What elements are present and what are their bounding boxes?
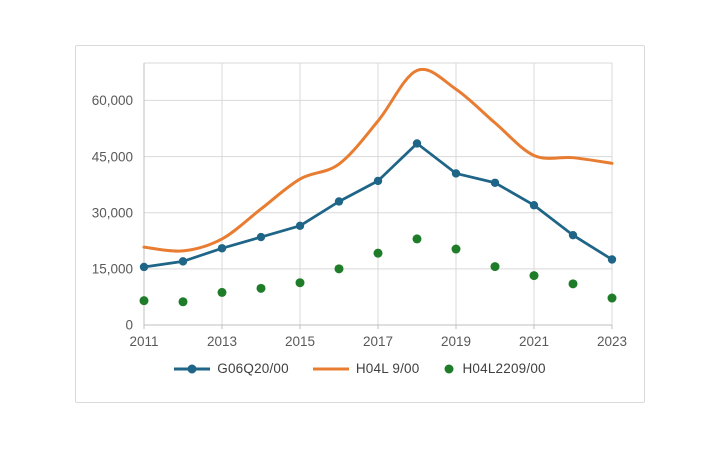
- y-axis-labels: 0 15,000 30,000 45,000 60,000: [92, 93, 133, 333]
- data-point: [373, 248, 383, 258]
- legend-swatch-icon: [174, 364, 211, 373]
- svg-text:60,000: 60,000: [92, 93, 133, 108]
- data-point: [568, 279, 578, 289]
- data-point: [217, 244, 227, 253]
- data-point: [529, 271, 539, 281]
- svg-text:2023: 2023: [597, 334, 627, 349]
- data-point: [139, 296, 149, 306]
- data-point: [139, 262, 149, 272]
- legend-label: H04L 9/00: [355, 361, 420, 376]
- data-point: [373, 176, 383, 186]
- legend-label: G06Q20/00: [217, 361, 289, 376]
- legend-item-g06q2000: G06Q20/00: [174, 361, 289, 376]
- legend-label: H04L2209/00: [462, 361, 546, 376]
- chart-panel: 0 15,000 30,000 45,000 60,000 2011 2013 2015 201…: [75, 45, 645, 403]
- data-point: [451, 244, 461, 254]
- svg-text:2011: 2011: [129, 334, 158, 349]
- svg-text:30,000: 30,000: [92, 205, 133, 220]
- series-h04l900: [142, 67, 614, 253]
- data-point: [607, 293, 617, 303]
- legend-swatch-icon: [312, 367, 349, 370]
- data-point: [490, 178, 500, 187]
- data-point: [607, 255, 617, 264]
- x-axis-ticks: [143, 325, 613, 329]
- data-point: [178, 297, 188, 307]
- svg-text:45,000: 45,000: [92, 149, 133, 164]
- svg-text:2013: 2013: [207, 334, 237, 349]
- data-point: [412, 234, 422, 244]
- svg-text:2019: 2019: [441, 334, 471, 349]
- gridlines: [143, 63, 613, 325]
- series-g06q2000: [139, 139, 617, 272]
- data-point: [217, 287, 227, 297]
- data-point: [490, 262, 500, 272]
- data-point: [568, 230, 578, 240]
- data-point: [334, 197, 344, 206]
- legend-item-h04l220900: H04L2209/00: [443, 361, 546, 376]
- data-point: [529, 201, 539, 210]
- svg-text:2015: 2015: [285, 334, 315, 349]
- svg-text:2021: 2021: [519, 334, 549, 349]
- data-point: [334, 264, 344, 274]
- series-h04l220900: [139, 234, 617, 307]
- data-point: [256, 283, 266, 293]
- svg-text:2017: 2017: [363, 334, 393, 349]
- svg-text:0: 0: [125, 318, 133, 333]
- data-point: [256, 232, 266, 242]
- svg-text:15,000: 15,000: [92, 262, 133, 277]
- data-point: [412, 139, 422, 148]
- x-axis-labels: 2011 2013 2015 2017 2019 2021 2023: [129, 334, 627, 349]
- chart-legend: G06Q20/00 H04L 9/00 H04L2209/00: [76, 361, 644, 376]
- data-point: [451, 169, 461, 178]
- data-point: [295, 221, 305, 231]
- legend-item-h04l900: H04L 9/00: [312, 361, 420, 376]
- data-point: [295, 278, 305, 288]
- legend-swatch-icon: [444, 364, 454, 373]
- data-point: [178, 257, 188, 266]
